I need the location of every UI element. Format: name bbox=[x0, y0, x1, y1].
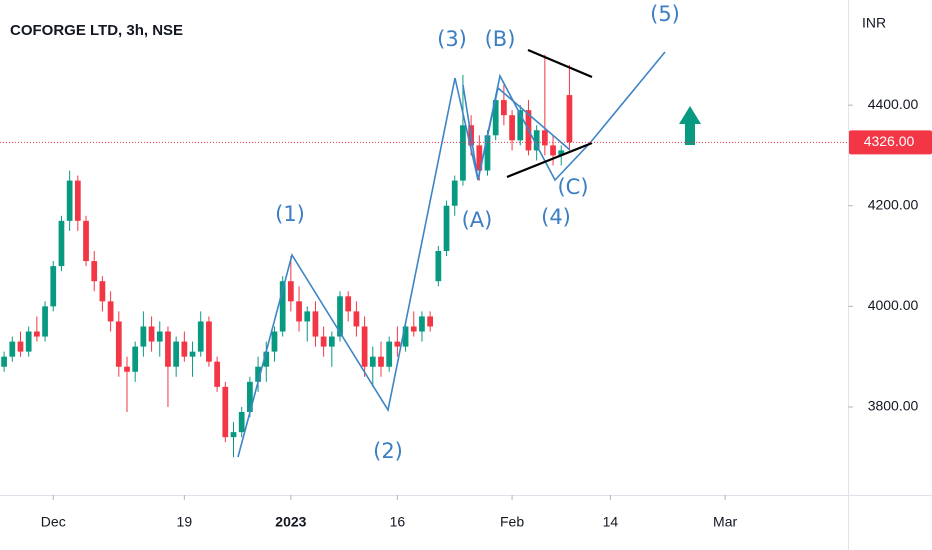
x-tick-label: 16 bbox=[390, 514, 406, 530]
candle-body bbox=[509, 115, 515, 141]
candle-body bbox=[312, 311, 319, 337]
candle-body bbox=[533, 130, 540, 151]
candle-body bbox=[115, 321, 122, 367]
triangle-top bbox=[527, 48, 593, 79]
wave-label: (4) bbox=[541, 205, 571, 229]
candle-body bbox=[50, 266, 57, 307]
y-tick-label: 3800.00 bbox=[868, 398, 919, 414]
y-tick-label: 4000.00 bbox=[868, 297, 919, 313]
candle-body bbox=[320, 336, 327, 347]
candle-body bbox=[206, 321, 212, 362]
candle-body bbox=[541, 130, 548, 146]
candle-body bbox=[230, 432, 237, 438]
wave-label: (B) bbox=[485, 27, 516, 51]
candle-body bbox=[369, 356, 376, 367]
x-tick-label: 14 bbox=[603, 514, 619, 530]
candle-body bbox=[378, 356, 384, 367]
candle-body bbox=[214, 361, 220, 387]
candle-body bbox=[189, 351, 196, 357]
currency-label: INR bbox=[862, 15, 886, 31]
candle-body bbox=[460, 125, 466, 181]
up-arrow bbox=[679, 106, 701, 145]
y-tick-label: 4400.00 bbox=[868, 96, 919, 112]
candle-body bbox=[550, 145, 556, 156]
candle-body bbox=[107, 301, 114, 322]
candle-body bbox=[1, 356, 7, 367]
last-price-label: 4326.00 bbox=[864, 133, 915, 149]
wave-label: (3) bbox=[437, 27, 467, 51]
x-tick-label: 19 bbox=[177, 514, 193, 530]
candle-body bbox=[484, 135, 491, 171]
x-tick-label: Feb bbox=[500, 514, 524, 530]
candle-body bbox=[181, 341, 188, 357]
candle-body bbox=[328, 336, 335, 347]
candle-body bbox=[132, 346, 139, 372]
candle-body bbox=[238, 411, 245, 433]
candle-body bbox=[66, 180, 73, 221]
y-tick-label: 4200.00 bbox=[868, 196, 919, 212]
x-tick-label: Dec bbox=[41, 514, 66, 530]
chart-title: COFORGE LTD, 3h, NSE bbox=[10, 22, 183, 39]
candle-body bbox=[287, 281, 294, 302]
wave-label: (A) bbox=[462, 208, 493, 232]
candle-body bbox=[271, 331, 278, 352]
candle-body bbox=[83, 220, 89, 262]
candle-body bbox=[410, 326, 417, 332]
candle-body bbox=[304, 311, 311, 322]
last-price-box bbox=[849, 130, 932, 155]
wave-label: (2) bbox=[373, 439, 403, 463]
candle-body bbox=[255, 366, 261, 382]
candles bbox=[1, 54, 573, 458]
candle-body bbox=[361, 326, 368, 367]
candle-body bbox=[165, 331, 171, 367]
candle-body bbox=[492, 100, 499, 136]
candle-body bbox=[9, 341, 16, 357]
candle-body bbox=[124, 366, 130, 372]
candle-body bbox=[34, 331, 40, 337]
candle-body bbox=[435, 251, 442, 282]
abc-line bbox=[462, 84, 571, 181]
x-tick-label: 2023 bbox=[275, 514, 306, 530]
candle-body bbox=[197, 321, 204, 352]
wave-label: (C) bbox=[557, 175, 588, 199]
candle-body bbox=[566, 95, 573, 143]
candle-body bbox=[173, 341, 180, 367]
candle-body bbox=[263, 351, 270, 367]
candle-body bbox=[99, 281, 106, 302]
candle-body bbox=[222, 386, 229, 438]
candle-body bbox=[337, 296, 343, 337]
candle-body bbox=[386, 341, 393, 367]
candle-body bbox=[140, 326, 147, 347]
candle-body bbox=[17, 341, 24, 352]
candle-body bbox=[247, 381, 253, 412]
candle-body bbox=[279, 281, 286, 332]
candle-body bbox=[74, 180, 81, 221]
candle-body bbox=[148, 326, 155, 342]
candle-body bbox=[58, 220, 65, 267]
x-tick-label: Mar bbox=[713, 514, 737, 530]
candle-body bbox=[345, 296, 352, 312]
wave-label: (5) bbox=[650, 2, 680, 26]
triangle-bottom bbox=[506, 141, 593, 179]
candle-body bbox=[451, 180, 458, 206]
candle-body bbox=[501, 100, 507, 116]
candle-body bbox=[427, 316, 434, 327]
candle-body bbox=[353, 311, 360, 327]
candle-body bbox=[25, 331, 32, 352]
candle-body bbox=[394, 341, 401, 347]
candle-body bbox=[517, 110, 524, 141]
candle-body bbox=[419, 316, 425, 332]
candle-body bbox=[443, 205, 450, 252]
candle-body bbox=[558, 150, 565, 156]
candle-body bbox=[156, 331, 163, 342]
wave-label: (1) bbox=[275, 202, 305, 226]
candle-body bbox=[476, 145, 483, 171]
candle-body bbox=[91, 261, 98, 282]
candle-body bbox=[42, 306, 48, 337]
candle-body bbox=[402, 326, 409, 347]
candle-body bbox=[296, 301, 302, 322]
